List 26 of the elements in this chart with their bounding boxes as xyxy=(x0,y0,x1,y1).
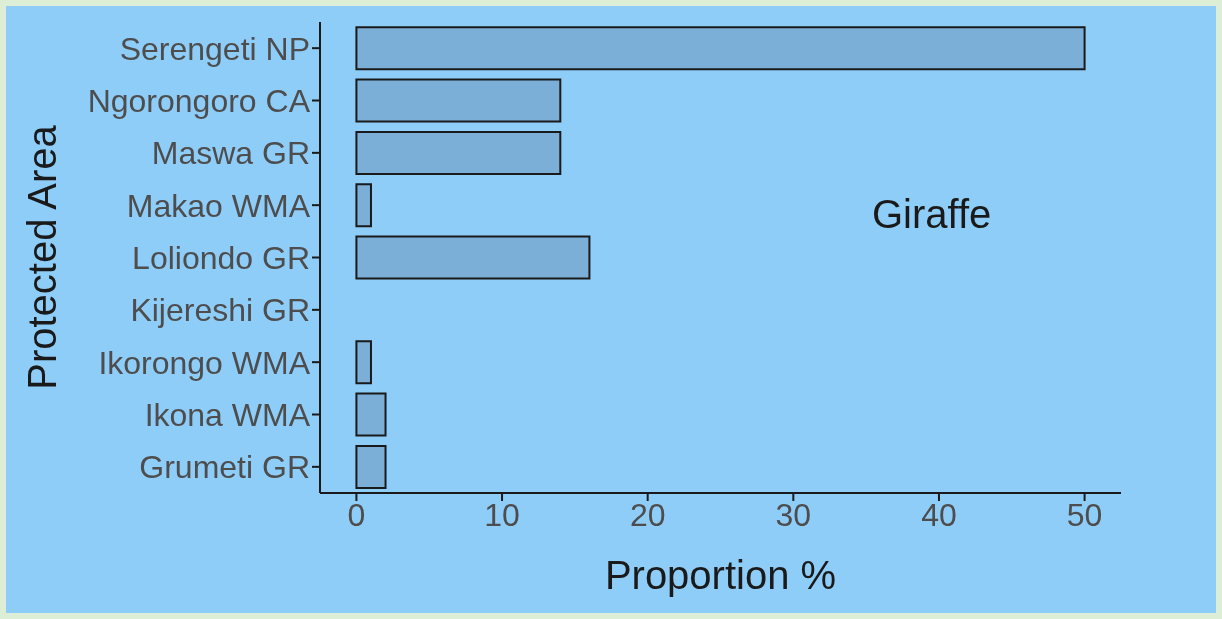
y-tick-label: Loliondo GR xyxy=(132,239,310,276)
y-axis-title: Protected Area xyxy=(20,124,65,390)
y-tick-label: Serengeti NP xyxy=(119,30,310,67)
y-tick-label: Maswa GR xyxy=(151,135,310,172)
y-tick-label: Grumeti GR xyxy=(139,449,310,486)
x-tick-label: 40 xyxy=(921,496,957,533)
bar xyxy=(355,26,1086,71)
x-tick-label: 30 xyxy=(775,496,812,533)
annotation: Giraffe xyxy=(872,192,992,237)
x-tick-label: 10 xyxy=(484,496,520,533)
bar xyxy=(355,130,562,175)
y-tick-label: Makao WMA xyxy=(126,187,311,224)
bar xyxy=(355,444,387,489)
y-tick-label: Ngorongoro CA xyxy=(87,82,311,119)
bar xyxy=(355,183,372,228)
x-tick-label: 20 xyxy=(629,496,666,533)
y-tick-label: Ikorongo WMA xyxy=(98,344,311,381)
x-axis-title: Proportion % xyxy=(604,553,837,597)
bar xyxy=(355,392,387,437)
y-tick-label: Kijereshi GR xyxy=(130,292,310,329)
y-tick-label: Ikona WMA xyxy=(144,396,311,433)
bar xyxy=(355,340,372,385)
x-tick-label: 50 xyxy=(1066,496,1103,533)
x-tick-label: 0 xyxy=(347,496,366,533)
bar xyxy=(355,78,562,123)
bar xyxy=(355,235,591,280)
